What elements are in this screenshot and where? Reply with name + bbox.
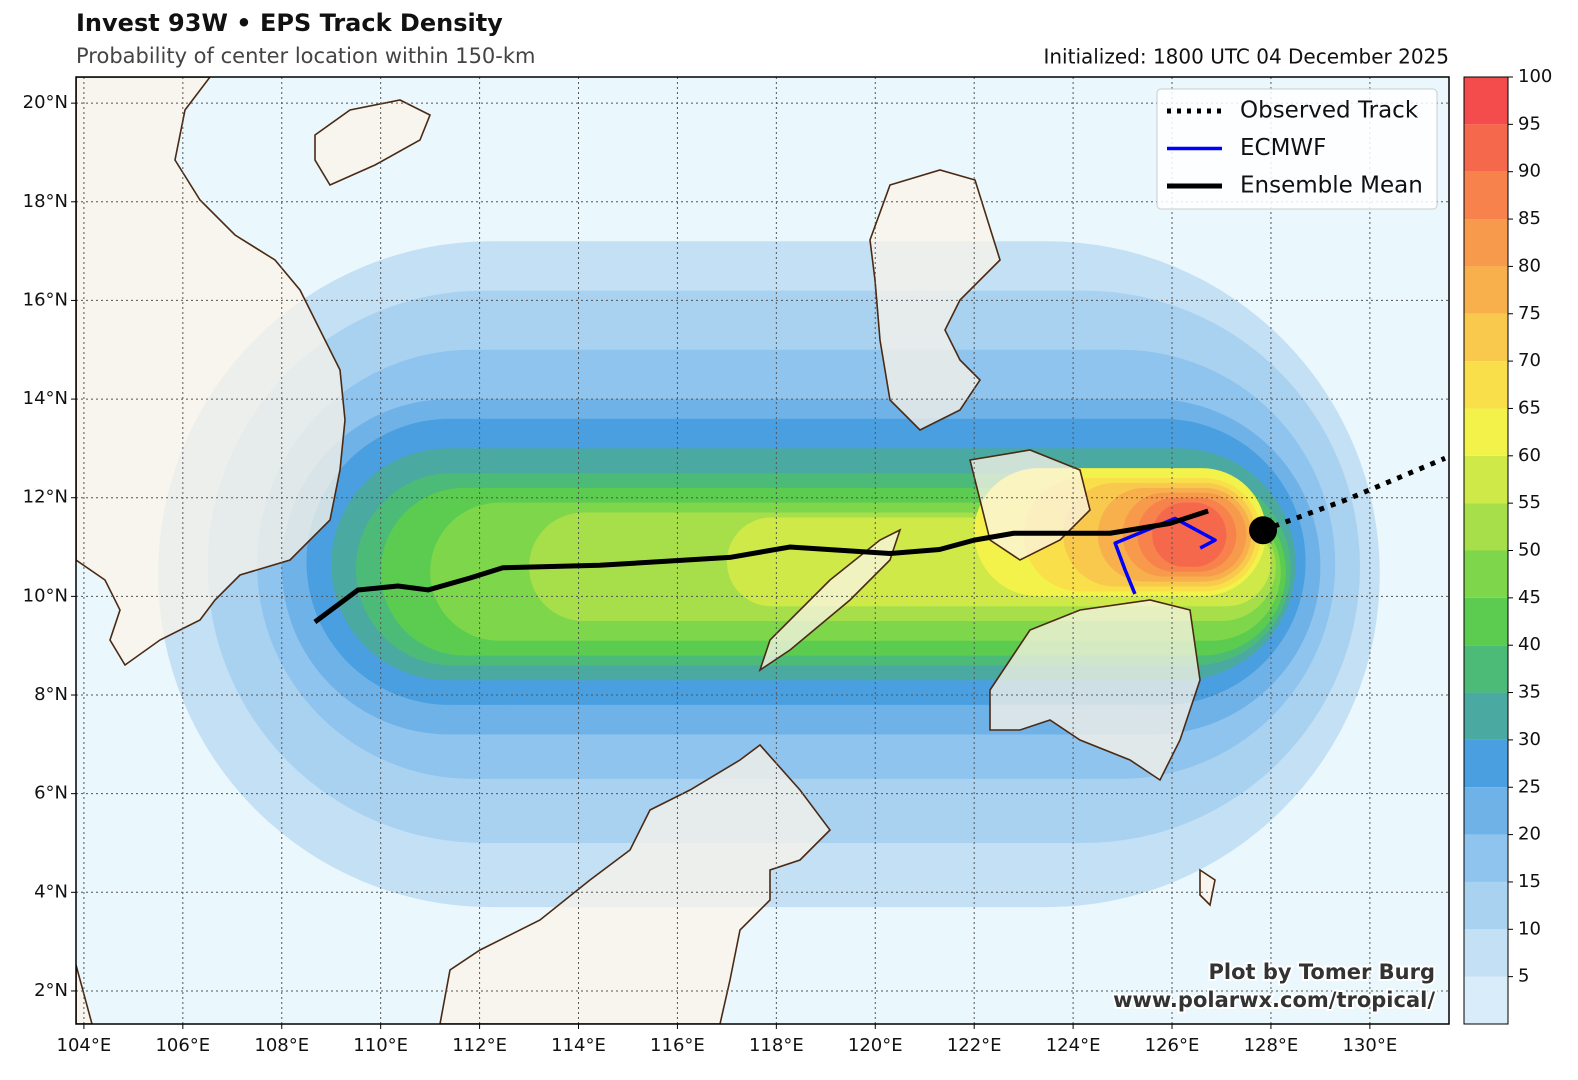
colorbar-tick-label: 45 xyxy=(1518,587,1541,608)
colorbar-tick-label: 65 xyxy=(1518,397,1541,418)
colorbar-tick-label: 80 xyxy=(1518,255,1541,276)
borneo xyxy=(439,743,832,1024)
x-tick-label: 118°E xyxy=(749,1035,804,1056)
colorbar-tick-label: 60 xyxy=(1518,445,1541,466)
colorbar-band xyxy=(1464,692,1508,740)
colorbar-band xyxy=(1464,929,1508,977)
colorbar-tick-label: 10 xyxy=(1518,918,1541,939)
colorbar-band xyxy=(1464,739,1508,788)
colorbar-band xyxy=(1464,219,1508,267)
y-tick-label: 12°N xyxy=(23,487,68,508)
legend-label: Observed Track xyxy=(1240,98,1419,124)
colorbar-band xyxy=(1464,361,1508,409)
colorbar-band xyxy=(1464,266,1508,314)
y-tick-label: 4°N xyxy=(34,881,68,902)
legend: Observed Track ECMWF Ensemble Mean xyxy=(1156,88,1438,210)
colorbar-tick-label: 5 xyxy=(1518,966,1529,987)
current-position xyxy=(1249,516,1278,545)
x-tick-label: 126°E xyxy=(1145,1035,1200,1056)
y-tick-label: 14°N xyxy=(23,388,68,409)
colorbar-tick-label: 25 xyxy=(1518,776,1541,797)
mindanao xyxy=(989,599,1201,782)
colorbar-band xyxy=(1464,313,1508,362)
tracks xyxy=(313,455,1447,625)
colorbar-band xyxy=(1464,455,1508,504)
legend-box xyxy=(1156,88,1438,210)
track-line xyxy=(313,508,1209,625)
track-line xyxy=(1113,516,1217,595)
hainan xyxy=(314,99,432,187)
colorbar-band xyxy=(1464,550,1508,598)
chart-title: Invest 93W • EPS Track Density xyxy=(76,9,503,37)
credit-url: www.polarwx.com/tropical/ xyxy=(1113,988,1435,1012)
x-tick-label: 128°E xyxy=(1244,1035,1299,1056)
island xyxy=(1199,868,1216,907)
x-tick-label: 112°E xyxy=(452,1035,507,1056)
colorbar: 5 10 15 20 25 30 35 40 45 50 55 60 65 70 75 80 85 90 95 100 xyxy=(1463,66,1552,1025)
colorbar-tick-label: 35 xyxy=(1518,682,1541,703)
x-tick-label: 110°E xyxy=(353,1035,408,1056)
coastlines xyxy=(76,77,1216,1024)
colorbar-tick-label: 15 xyxy=(1518,871,1541,892)
axes: 104°E 106°E 108°E 110°E 112°E 114°E 116°E 118°E… xyxy=(23,92,1398,1056)
y-tick-label: 20°N xyxy=(23,92,68,113)
colorbar-band xyxy=(1464,881,1508,930)
colorbar-tick-label: 40 xyxy=(1518,634,1541,655)
x-tick-label: 120°E xyxy=(848,1035,903,1056)
y-tick-label: 10°N xyxy=(23,585,68,606)
colorbar-band xyxy=(1464,77,1508,125)
plot-frame xyxy=(75,76,1450,1025)
x-tick-label: 114°E xyxy=(551,1035,606,1056)
init-time: Initialized: 1800 UTC 04 December 2025 xyxy=(1043,45,1449,69)
colorbar-band xyxy=(1464,124,1508,172)
grid xyxy=(76,77,1449,1024)
colorbar-tick-label: 75 xyxy=(1518,303,1541,324)
y-tick-label: 18°N xyxy=(23,191,68,212)
colorbar-tick-label: 30 xyxy=(1518,729,1541,750)
x-tick-label: 116°E xyxy=(650,1035,705,1056)
x-tick-label: 106°E xyxy=(155,1035,210,1056)
x-tick-label: 122°E xyxy=(947,1035,1002,1056)
colorbar-tick-label: 85 xyxy=(1518,208,1541,229)
colorbar-tick-label: 50 xyxy=(1518,540,1541,561)
colorbar-tick-label: 100 xyxy=(1518,66,1552,87)
x-tick-label: 124°E xyxy=(1046,1035,1101,1056)
colorbar-band xyxy=(1464,171,1508,220)
y-tick-label: 2°N xyxy=(34,980,68,1001)
colorbar-tick-label: 70 xyxy=(1518,350,1541,371)
palawan xyxy=(758,528,902,672)
x-tick-label: 108°E xyxy=(254,1035,309,1056)
colorbar-band xyxy=(1464,597,1508,646)
density-region xyxy=(1152,502,1227,567)
track-line xyxy=(1262,455,1447,533)
malay-peninsula xyxy=(76,964,93,1024)
chart-subtitle: Probability of center location within 15… xyxy=(76,44,536,68)
legend-label: Ensemble Mean xyxy=(1240,173,1423,199)
colorbar-tick-label: 90 xyxy=(1518,161,1541,182)
colorbar-band xyxy=(1464,834,1508,882)
colorbar-tick-label: 95 xyxy=(1518,113,1541,134)
y-tick-label: 16°N xyxy=(23,289,68,310)
colorbar-band xyxy=(1464,503,1508,551)
colorbar-band xyxy=(1464,408,1508,456)
colorbar-band xyxy=(1464,787,1508,835)
indochina xyxy=(76,77,346,667)
legend-label: ECMWF xyxy=(1240,135,1326,161)
x-tick-label: 130°E xyxy=(1342,1035,1397,1056)
credit: Plot by Tomer Burg xyxy=(1209,960,1436,984)
y-tick-label: 6°N xyxy=(34,783,68,804)
colorbar-tick-label: 55 xyxy=(1518,492,1541,513)
colorbar-tick-label: 20 xyxy=(1518,824,1541,845)
colorbar-band xyxy=(1464,645,1508,693)
colorbar-band xyxy=(1464,976,1508,1024)
x-tick-label: 104°E xyxy=(57,1035,112,1056)
y-tick-label: 8°N xyxy=(34,684,68,705)
